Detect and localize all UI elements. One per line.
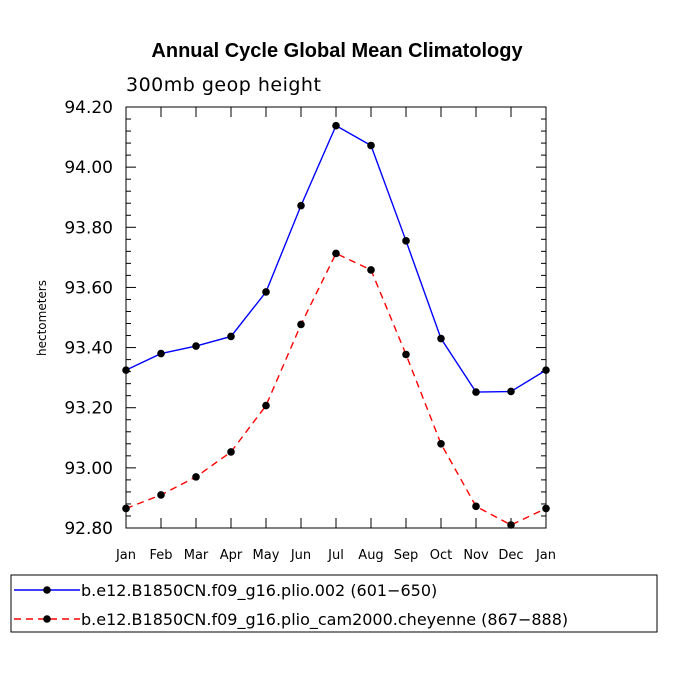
series-2-point (437, 440, 445, 448)
series-1-point (437, 334, 445, 343)
series-layer (122, 121, 550, 529)
x-tick-label: Dec (498, 548, 523, 563)
series-2-point (122, 504, 130, 513)
series-2-point (332, 249, 340, 258)
series-1-point (262, 288, 270, 296)
x-tick-label: Aug (358, 548, 383, 563)
series-1-point (332, 121, 340, 130)
y-axis-label: hectometers (35, 280, 49, 356)
y-tick-label: 92.80 (64, 519, 113, 539)
x-tick-label: Sep (394, 548, 419, 563)
y-tick-label: 93.00 (64, 459, 113, 479)
series-1-point (507, 387, 515, 396)
legend-box (10, 574, 658, 633)
x-tick-label: Nov (463, 548, 489, 563)
y-tick-label: 93.40 (64, 339, 113, 359)
x-tick-label: Apr (220, 548, 243, 563)
series-2-point (367, 266, 375, 274)
series-line-1 (125, 124, 547, 393)
y-tick-label: 94.20 (64, 98, 113, 118)
series-2-point (507, 521, 515, 529)
x-tick-label: Jan (535, 548, 556, 563)
series-2-point (227, 448, 235, 456)
series-1-point (367, 141, 375, 150)
series-1-point (297, 201, 305, 210)
series-1-point (542, 366, 550, 374)
series-1-point (472, 388, 480, 396)
series-2-point (402, 350, 410, 359)
x-tick-label: Mar (184, 548, 209, 563)
series-1-point (157, 349, 165, 358)
x-tick-label: Jan (115, 548, 136, 563)
series-1-point (122, 366, 130, 374)
legend-label-2: b.e12.B1850CN.f09_g16.plio_cam2000.cheye… (81, 610, 568, 630)
axes-layer: 92.80 93.00 93.20 93.40 93.60 93.80 94.00 94.20… (64, 98, 556, 563)
series-1-point (192, 342, 200, 350)
y-tick-label: 93.20 (64, 399, 113, 419)
y-tick-label: 93.60 (64, 278, 113, 298)
series-2-point (297, 320, 305, 329)
x-tick-label: Jul (327, 548, 344, 563)
series-2-point (472, 502, 480, 511)
legend-marker-1 (43, 586, 51, 594)
y-tick-label: 94.00 (64, 158, 113, 178)
legend-marker-2 (43, 615, 51, 623)
legend-label-1: b.e12.B1850CN.f09_g16.plio.002 (601−650) (81, 581, 437, 601)
chart-title: Annual Cycle Global Mean Climatology (151, 40, 523, 62)
series-line-2 (125, 252, 547, 526)
series-2-point (192, 473, 200, 481)
series-1-point (227, 332, 235, 341)
plot-frame (125, 106, 547, 529)
x-tick-label: Oct (430, 548, 452, 563)
x-tick-label: May (253, 548, 280, 563)
x-tick-label: Feb (149, 548, 172, 563)
legend: b.e12.B1850CN.f09_g16.plio.002 (601−650)… (14, 581, 568, 630)
series-2-point (157, 491, 165, 499)
y-tick-label: 93.80 (64, 218, 113, 238)
series-2-point (262, 401, 270, 410)
series-1-point (402, 237, 410, 245)
series-2-point (542, 504, 550, 513)
chart-subtitle: 300mb geop height (126, 74, 321, 96)
x-tick-label: Jun (290, 548, 311, 563)
